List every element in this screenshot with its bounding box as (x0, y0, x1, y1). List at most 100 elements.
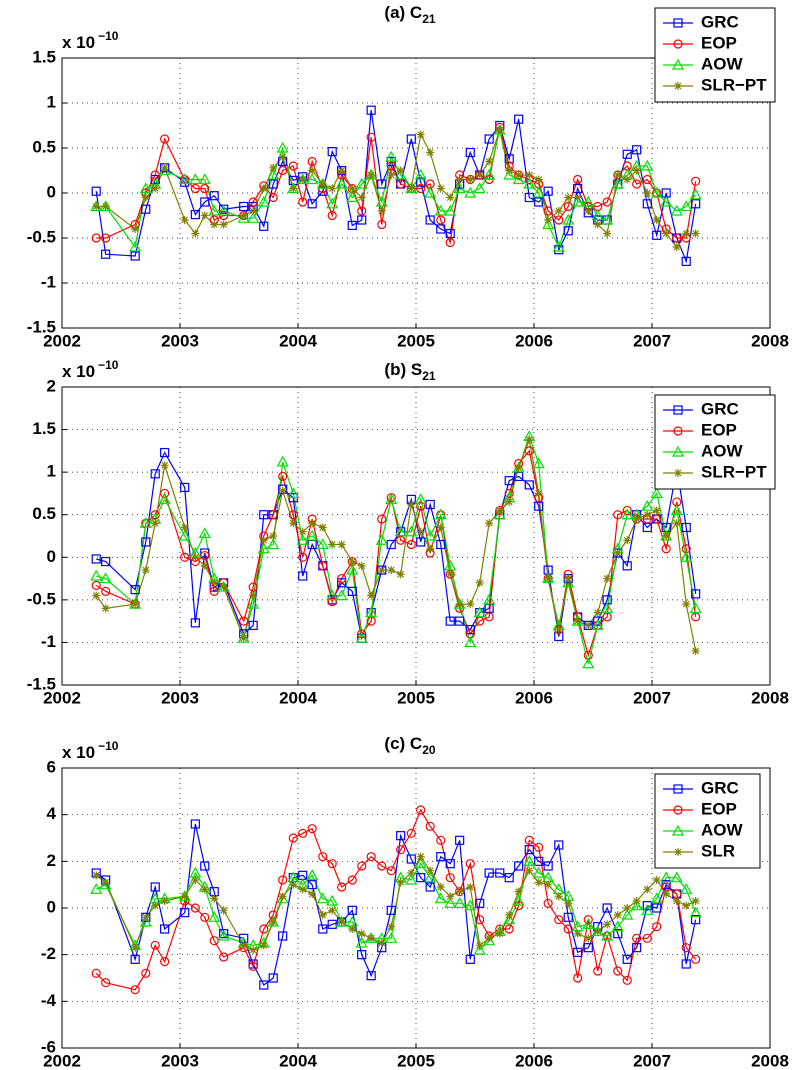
data-point (239, 201, 249, 212)
data-point (544, 574, 553, 583)
data-point (298, 828, 308, 838)
data-point (298, 885, 307, 894)
data-point (582, 918, 595, 929)
data-point (366, 132, 376, 142)
data-point (532, 866, 545, 878)
data-point (680, 200, 693, 212)
y-tick-label: 0.5 (32, 137, 56, 156)
data-point (158, 493, 171, 504)
data-point (524, 835, 534, 845)
data-point (613, 171, 622, 179)
data-point (436, 539, 446, 550)
data-point (495, 506, 504, 515)
y-multiplier-exponent: −10 (98, 29, 119, 43)
data-point (407, 500, 416, 509)
data-point (396, 845, 406, 855)
data-point (672, 243, 681, 251)
data-point (327, 919, 337, 929)
data-point (475, 578, 484, 587)
y-tick-label: 2 (47, 376, 56, 395)
data-point (652, 230, 662, 240)
data-point (602, 197, 612, 207)
data-point (249, 591, 258, 600)
data-point (130, 985, 140, 995)
data-point (680, 551, 693, 562)
data-point (505, 166, 514, 175)
data-point (434, 508, 447, 520)
x-tick-label: 2003 (161, 331, 199, 350)
data-point (269, 163, 278, 172)
data-point (445, 616, 455, 626)
data-point (611, 177, 624, 189)
data-point (308, 166, 317, 175)
data-point (613, 510, 623, 520)
y-multiplier: x 10 −10 (62, 29, 119, 52)
series-line (95, 855, 696, 951)
data-point (562, 213, 575, 225)
data-point (396, 570, 405, 579)
data-point (267, 538, 280, 550)
y-tick-label: -4 (41, 991, 57, 1010)
x-tick-label: 2002 (43, 688, 81, 707)
y-tick-label: -0.5 (27, 227, 56, 246)
legend-marker (673, 784, 683, 794)
data-point (327, 859, 337, 869)
x-tick-label: 2003 (161, 688, 199, 707)
data-point (337, 573, 347, 584)
data-point (210, 220, 219, 229)
y-tick-label: -1 (41, 632, 56, 651)
data-point (130, 251, 140, 261)
data-point (504, 924, 514, 934)
data-point (131, 943, 140, 952)
y-tick-label: 0.5 (32, 504, 56, 523)
data-point (584, 621, 593, 630)
data-point (652, 216, 661, 224)
data-point (436, 835, 446, 845)
data-point (524, 446, 534, 456)
data-point (335, 589, 348, 601)
data-point (101, 202, 110, 211)
data-point (396, 166, 405, 175)
data-point (621, 908, 634, 920)
data-point (316, 538, 329, 550)
data-point (554, 892, 563, 901)
data-point (466, 175, 475, 184)
data-point (603, 920, 612, 929)
legend-label: GRC (701, 12, 739, 31)
data-point (483, 168, 496, 180)
data-point (139, 915, 152, 927)
data-point (307, 824, 317, 834)
data-point (652, 514, 662, 524)
data-point (387, 171, 396, 179)
data-point (150, 940, 160, 950)
chart-title-subscript: 21 (422, 369, 436, 383)
data-point (563, 912, 573, 922)
data-point (493, 508, 506, 520)
data-point (689, 906, 702, 918)
data-point (150, 174, 160, 185)
data-point (337, 578, 347, 588)
chart-title-subscript: 20 (422, 743, 436, 757)
y-multiplier-base: x 10 (62, 743, 95, 762)
data-point (278, 875, 288, 885)
data-point (446, 570, 455, 579)
data-point (160, 134, 170, 144)
data-point (308, 519, 317, 528)
data-point (375, 195, 388, 207)
data-point (473, 606, 486, 618)
y-multiplier-base: x 10 (62, 33, 95, 52)
data-point (554, 915, 564, 925)
data-point (660, 871, 673, 883)
data-point (425, 882, 435, 892)
data-point (247, 597, 260, 609)
data-point (691, 897, 700, 905)
data-point (593, 966, 603, 976)
data-point (385, 493, 398, 504)
data-point (445, 237, 455, 248)
data-point (200, 197, 210, 207)
data-point (544, 880, 553, 889)
legend-marker (673, 18, 683, 28)
data-point (554, 840, 564, 850)
legend-marker (674, 469, 682, 477)
data-point (425, 499, 435, 510)
